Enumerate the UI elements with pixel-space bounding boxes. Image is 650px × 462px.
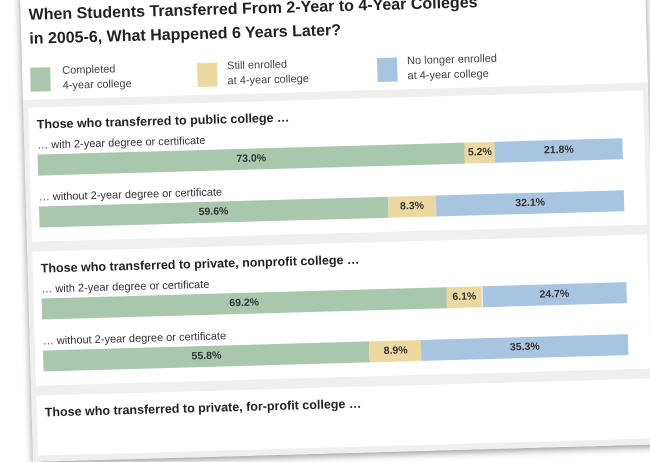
data-label-no-longer-enrolled: 21.8% [543,143,574,157]
legend-swatch-no-longer-enrolled [376,57,398,83]
legend-swatch-completed [30,67,51,92]
group-panel: Those who transferred to public college … [28,90,647,242]
group-title: Those who transferred to private, nonpro… [40,252,360,276]
data-label-still-enrolled: 5.2% [467,145,493,159]
group-panel: Those who transferred to private, for-pr… [36,378,650,456]
data-label-still-enrolled: 6.1% [452,290,477,304]
legend-label-still-enrolled-line-2: at 4-year college [227,72,310,88]
chart-body: Those who transferred to public college … [23,82,650,462]
legend-label-no-longer-enrolled-line-2: at 4-year college [407,67,489,83]
legend-label-still-enrolled: Still enrolled at 4-year college [227,57,309,89]
row-label: … with 2-year degree or certificate [37,134,206,152]
row-label: … without 2-year degree or certificate [42,330,227,348]
row-label: … without 2-year degree or certificate [38,186,223,204]
legend-label-completed-line-2: 4-year college [62,77,132,92]
group-panel: Those who transferred to private, nonpro… [32,234,650,386]
row-label: … with 2-year degree or certificate [41,278,210,296]
data-label-no-longer-enrolled: 24.7% [539,287,570,301]
chart-title: When Students Transferred From 2-Year to… [28,0,629,52]
legend-swatch-still-enrolled [197,62,218,88]
data-label-no-longer-enrolled: 32.1% [515,196,546,210]
legend-label-no-longer-enrolled: No longer enrolled at 4-year college [407,52,498,84]
group-title: Those who transferred to private, for-pr… [44,396,362,420]
group-title: Those who transferred to public college … [36,110,290,132]
data-label-no-longer-enrolled: 35.3% [509,340,540,354]
data-label-still-enrolled: 8.3% [399,199,425,213]
chart-card: When Students Transferred From 2-Year to… [20,0,650,462]
legend-label-completed: Completed 4-year college [62,62,132,94]
data-label-still-enrolled: 8.9% [383,344,408,357]
